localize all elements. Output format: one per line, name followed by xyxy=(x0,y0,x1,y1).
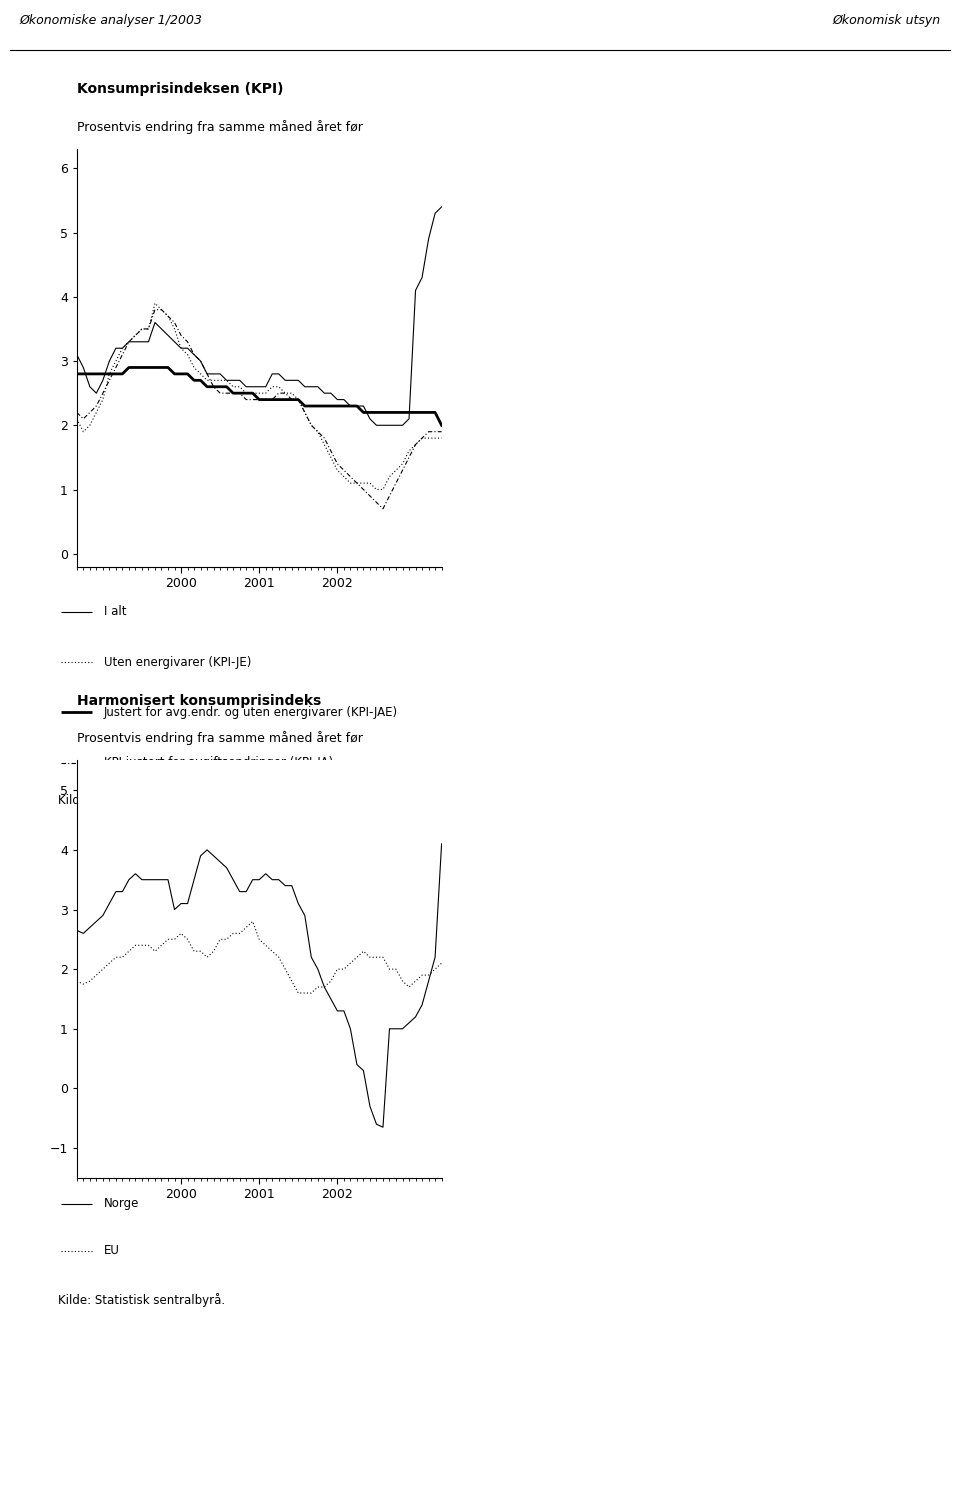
Text: Kilde: Statistisk sentralbyrå.: Kilde: Statistisk sentralbyrå. xyxy=(58,793,225,807)
Text: Prosentvis endring fra samme måned året før: Prosentvis endring fra samme måned året … xyxy=(77,119,363,134)
Text: Økonomisk utsyn: Økonomisk utsyn xyxy=(832,15,941,27)
Text: Økonomiske analyser 1/2003: Økonomiske analyser 1/2003 xyxy=(19,15,203,27)
Text: Prosentvis endring fra samme måned året før: Prosentvis endring fra samme måned året … xyxy=(77,731,363,746)
Text: Uten energivarer (KPI-JE): Uten energivarer (KPI-JE) xyxy=(104,656,252,668)
Text: EU: EU xyxy=(104,1245,120,1257)
Text: Harmonisert konsumprisindeks: Harmonisert konsumprisindeks xyxy=(77,693,321,708)
Text: I alt: I alt xyxy=(104,605,126,619)
Text: Kilde: Statistisk sentralbyrå.: Kilde: Statistisk sentralbyrå. xyxy=(58,1293,225,1306)
Text: Norge: Norge xyxy=(104,1197,139,1211)
Text: KPI justert for avgiftsendringer (KPI-JA): KPI justert for avgiftsendringer (KPI-JA… xyxy=(104,756,333,769)
Text: Konsumprisindeksen (KPI): Konsumprisindeksen (KPI) xyxy=(77,82,283,97)
Text: Justert for avg.endr. og uten energivarer (KPI-JAE): Justert for avg.endr. og uten energivare… xyxy=(104,705,397,719)
